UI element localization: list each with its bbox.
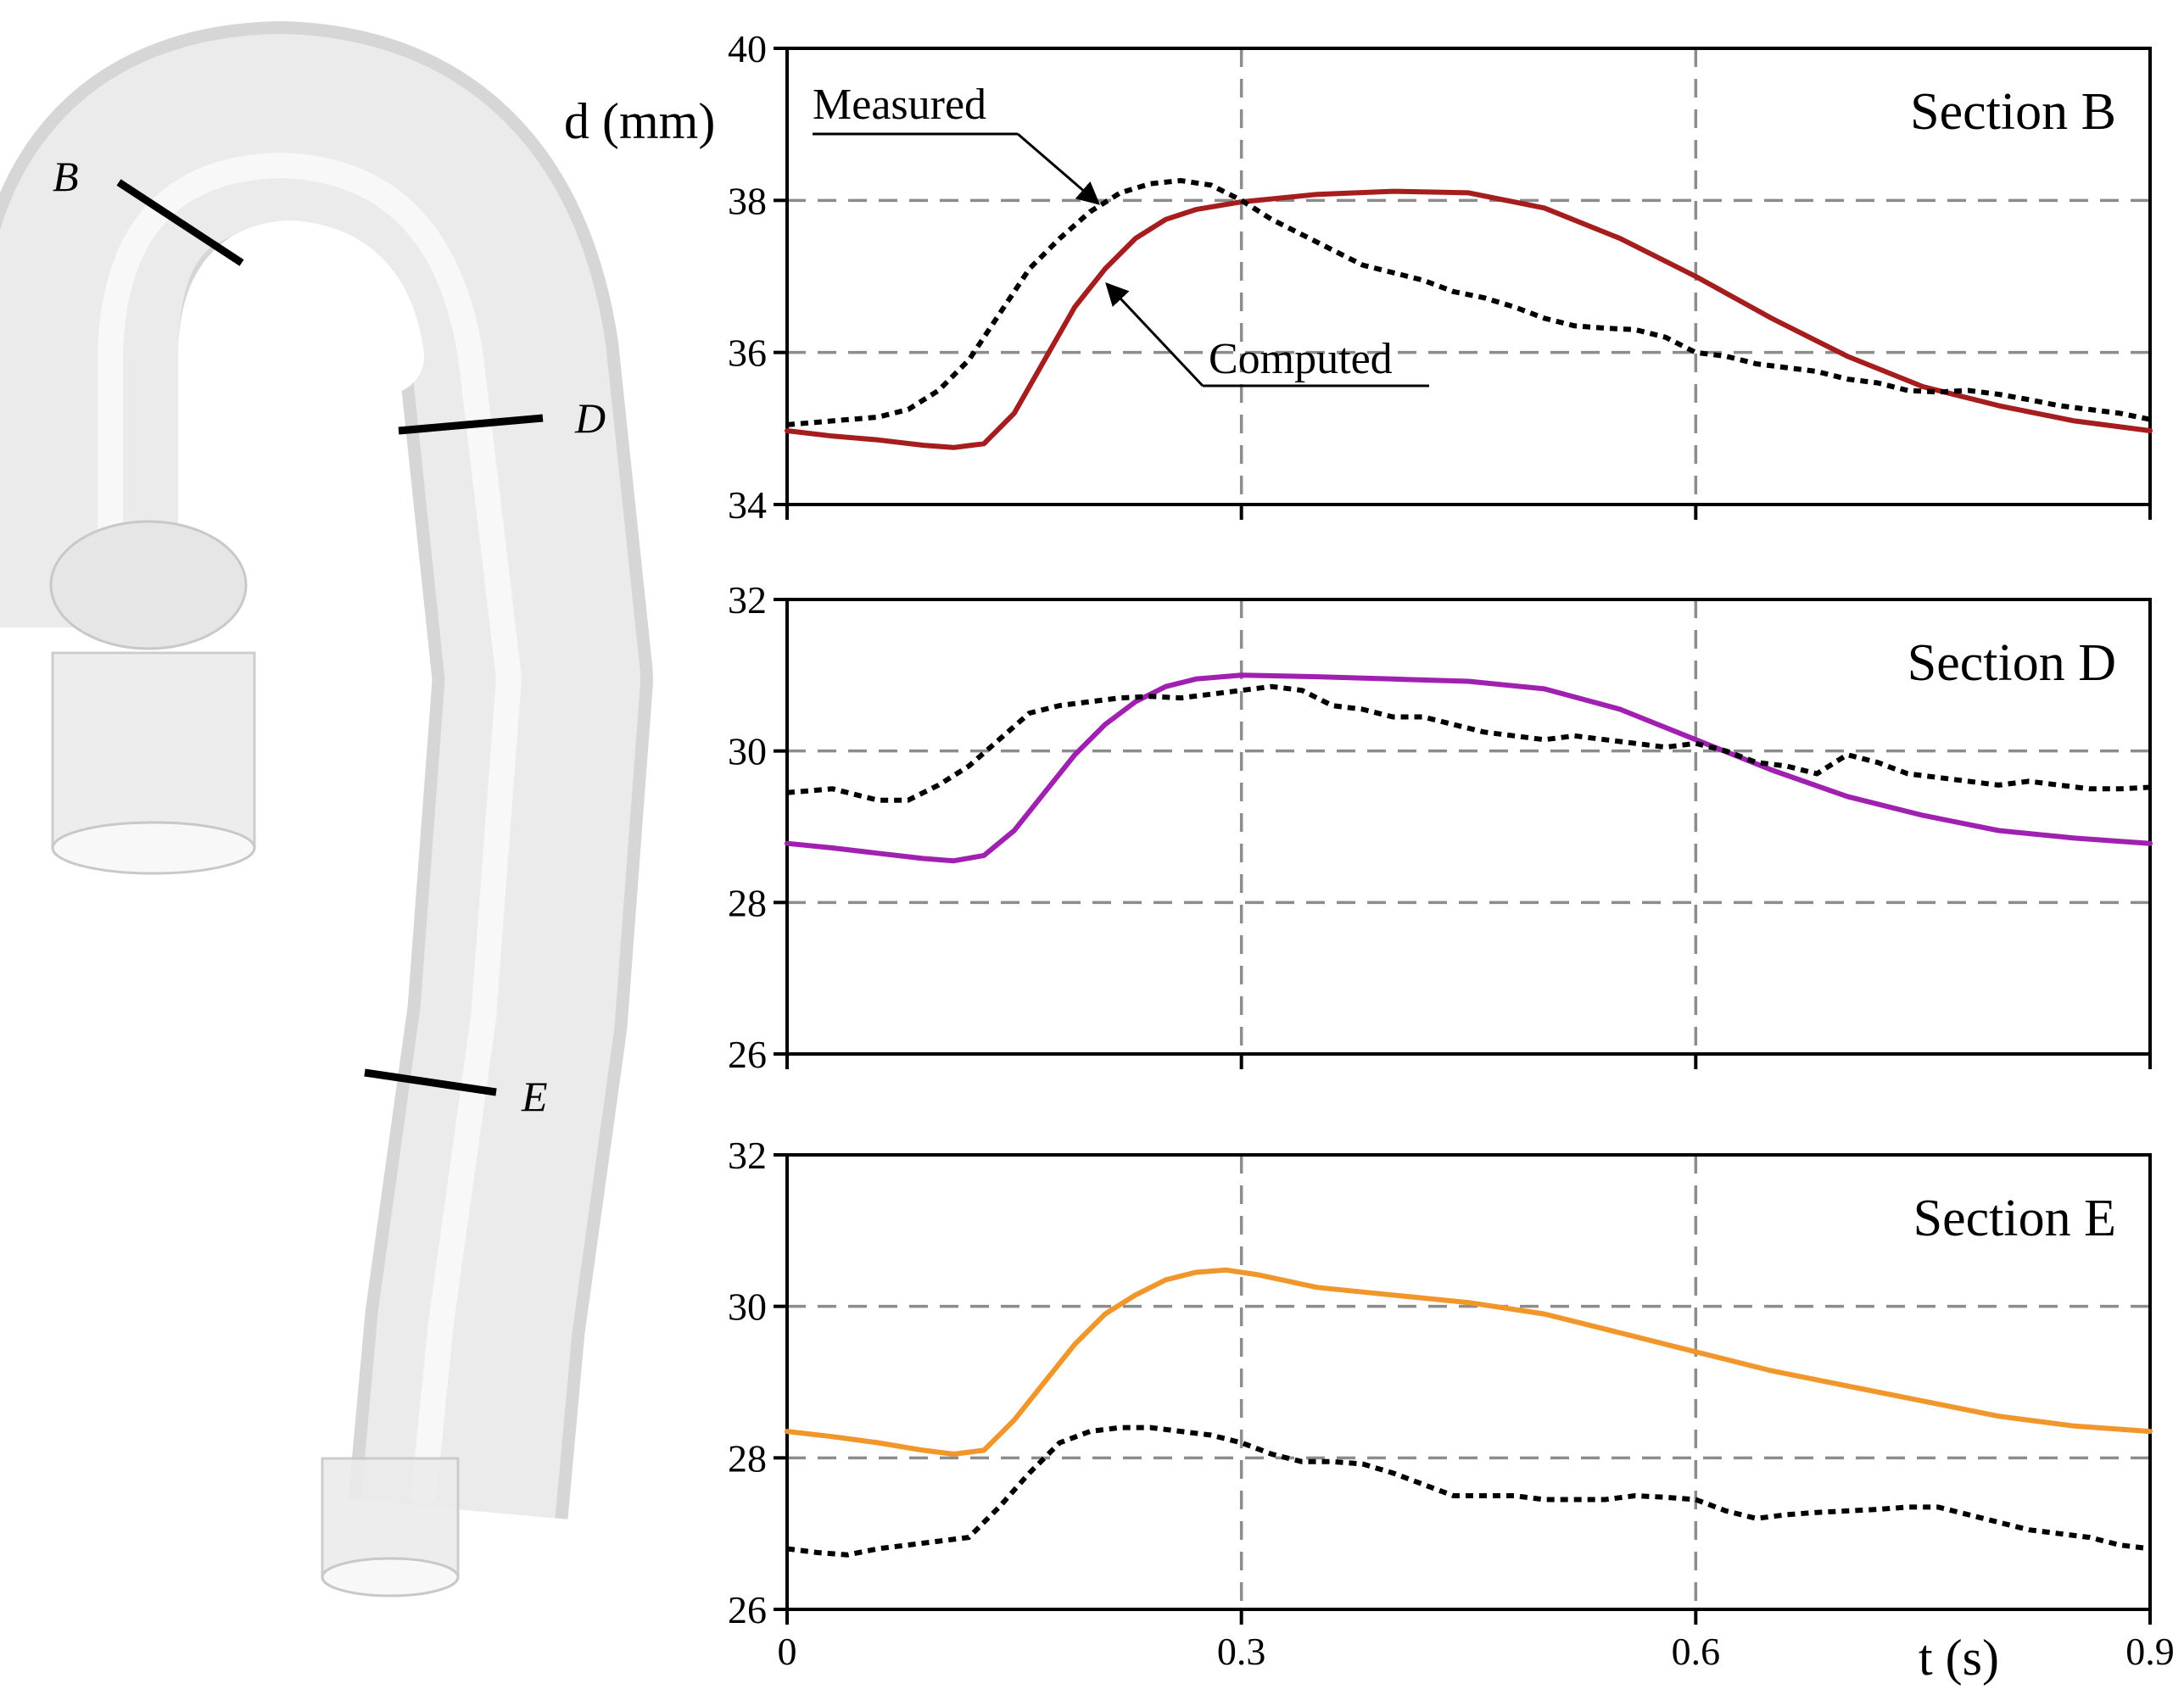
computed-annotation: Computed bbox=[1105, 282, 1429, 388]
chart-panel-section-d: 26 28 30 32 Section D bbox=[728, 578, 2153, 1076]
y-tick-label: 26 bbox=[728, 1033, 767, 1076]
plot-frame bbox=[785, 47, 2152, 506]
panel-title: Section E bbox=[1913, 1190, 2116, 1247]
panel-title: Section B bbox=[1910, 83, 2116, 141]
vessel-inner-gap bbox=[178, 220, 424, 632]
vessel-tube bbox=[0, 34, 640, 1519]
section-e-cut bbox=[364, 1068, 497, 1096]
vessel-bulb bbox=[49, 520, 248, 650]
measured-series-line bbox=[786, 1425, 2151, 1558]
section-e-letter: E bbox=[521, 1073, 548, 1120]
vessel-inlet-opening bbox=[51, 821, 256, 875]
measured-annotation-label: Measured bbox=[813, 81, 986, 129]
y-tick-label: 40 bbox=[728, 27, 767, 70]
panel-title: Section D bbox=[1908, 634, 2116, 692]
y-tick-label: 32 bbox=[728, 1134, 767, 1177]
y-tick-label: 26 bbox=[728, 1588, 767, 1631]
measured-annotation: Measured bbox=[813, 81, 1101, 205]
x-tick-label: 0.6 bbox=[1672, 1630, 1721, 1673]
y-tick-label: 28 bbox=[728, 1436, 767, 1480]
y-tick-label: 34 bbox=[728, 483, 767, 527]
chart-panel-section-e: 26 28 30 32 0 0.3 0.6 0.9 Section E bbox=[728, 1134, 2175, 1673]
section-b-letter: B bbox=[53, 153, 79, 200]
y-axis-label: d (mm) bbox=[564, 93, 715, 149]
vessel-model: B D E bbox=[0, 21, 653, 1597]
measured-annotation-arrow bbox=[1017, 132, 1101, 205]
measured-series-line bbox=[786, 178, 2151, 427]
y-tick-label: 36 bbox=[728, 332, 767, 375]
plot-frame bbox=[785, 598, 2152, 1056]
vessel-inlet-cylinder bbox=[51, 651, 256, 850]
computed-series-line bbox=[785, 1267, 2153, 1457]
computed-series-line bbox=[785, 188, 2153, 450]
y-tick-label: 30 bbox=[728, 730, 767, 773]
x-tick-label: 0.3 bbox=[1217, 1630, 1266, 1673]
section-d-cut bbox=[398, 414, 544, 435]
vessel-highlight bbox=[98, 152, 522, 1505]
measured-series-line bbox=[786, 683, 2151, 803]
x-tick-label: 0.9 bbox=[2125, 1630, 2175, 1673]
y-tick-label: 32 bbox=[728, 578, 767, 622]
computed-annotation-arrow bbox=[1105, 282, 1204, 388]
vessel-outlet-opening bbox=[321, 1557, 460, 1597]
plot-frame bbox=[785, 1153, 2152, 1611]
y-tick-label: 30 bbox=[728, 1285, 767, 1329]
computed-annotation-label: Computed bbox=[1209, 335, 1393, 383]
x-tick-label: 0 bbox=[778, 1630, 797, 1673]
chart-panel-section-b: 34 36 38 40 Section B bbox=[728, 27, 2153, 527]
y-tick-label: 28 bbox=[728, 881, 767, 924]
x-axis-label: t (s) bbox=[1919, 1630, 1999, 1686]
section-b-cut bbox=[116, 179, 244, 266]
y-tick-label: 38 bbox=[728, 179, 767, 222]
section-d-letter: D bbox=[574, 394, 606, 442]
computed-series-line bbox=[785, 672, 2153, 864]
